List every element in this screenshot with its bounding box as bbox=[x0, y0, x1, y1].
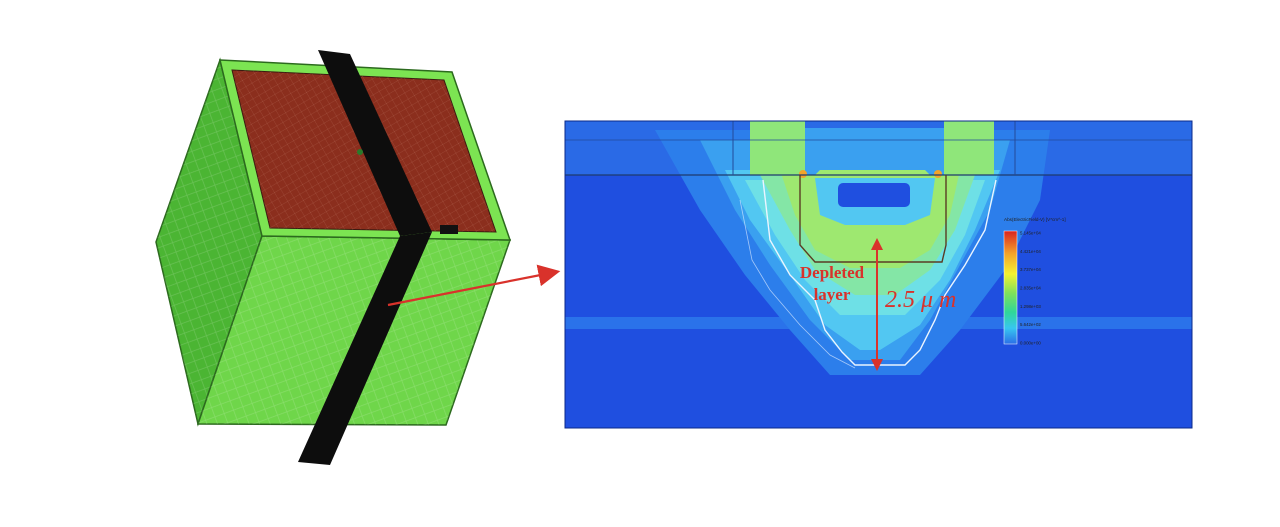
particle-track-top bbox=[318, 50, 432, 236]
legend-tick-label: 3.737e+04 bbox=[1020, 267, 1041, 272]
depth-arrow bbox=[871, 238, 883, 371]
legend-title: Abs(ElectricField-V) [V*cm^-1] bbox=[1004, 217, 1066, 222]
particle-track-front bbox=[298, 232, 432, 465]
legend-tick-label: 5.642e+02 bbox=[1020, 322, 1041, 327]
legend-tick-label: 0.000e+00 bbox=[1020, 341, 1041, 346]
detector-cube-3d bbox=[155, 50, 512, 465]
legend-tick-label: 5.145e+04 bbox=[1020, 231, 1041, 236]
depth-label: 2.5 μ m bbox=[885, 287, 956, 313]
depleted-layer-label-line2: layer bbox=[814, 285, 851, 304]
contact-pad bbox=[440, 225, 458, 234]
legend-gradient-bar bbox=[1003, 230, 1018, 345]
legend-tick-label: 2.835e+04 bbox=[1020, 286, 1041, 291]
depleted-layer-label-line1: Depleted bbox=[800, 263, 865, 282]
color-legend: Abs(ElectricField-V) [V*cm^-1] 5.145e+04… bbox=[1003, 217, 1066, 346]
legend-tick-label: 1.298e+03 bbox=[1020, 304, 1041, 309]
electric-field-plot bbox=[565, 121, 1192, 428]
legend-tick-label: 4.421e+04 bbox=[1020, 249, 1041, 254]
pointer-arrow bbox=[387, 264, 561, 307]
